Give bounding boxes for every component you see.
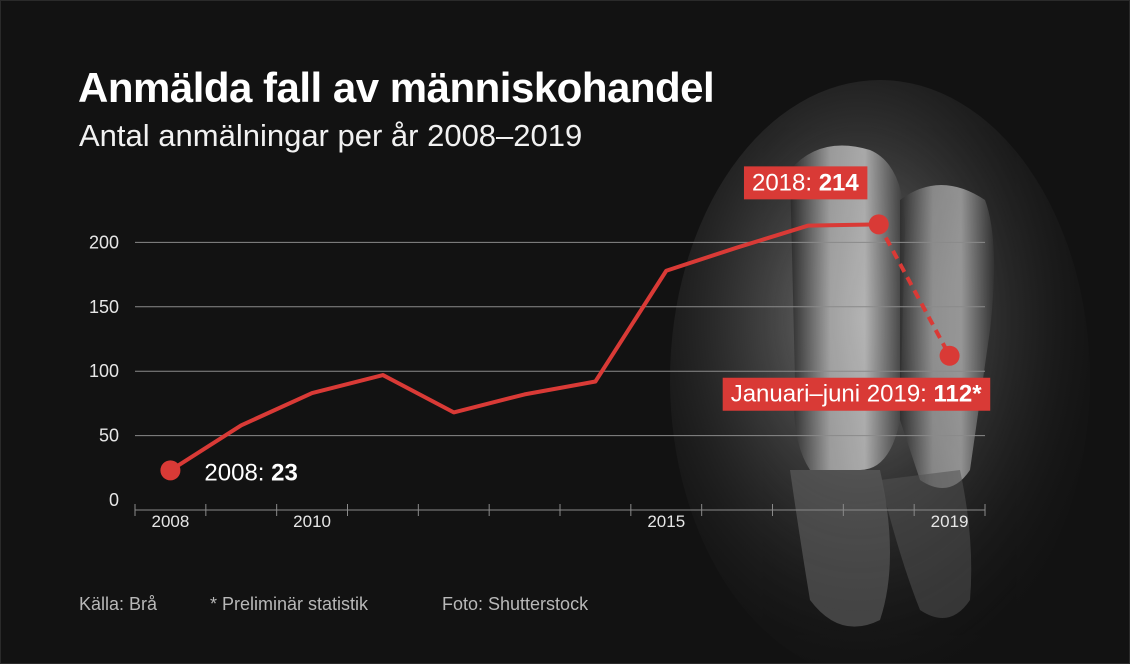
highlight-marker-2018 (868, 214, 889, 235)
preliminary-note: * Preliminär statistik (210, 594, 369, 614)
annotation-value-2018: 214 (819, 169, 860, 196)
annotation-2018: 2018: 214 (743, 166, 868, 200)
source-note: Källa: Brå (79, 594, 158, 614)
y-axis: 0 50 100 150 200 (89, 232, 119, 510)
annotation-prefix-2018: 2018: (752, 169, 819, 196)
annotations: 2008: 23 2018: 214 Januari–juni 2019: 112* (160, 166, 991, 486)
annotation-label-2018: 2018: 214 (752, 169, 859, 196)
background-photo (670, 80, 1090, 664)
annotation-2008: 2008: 23 (204, 459, 297, 486)
y-tick-label-100: 100 (89, 361, 119, 381)
annotation-box-2019 (722, 377, 991, 411)
chart-subtitle: Antal anmälningar per år 2008–2019 (79, 118, 583, 153)
annotation-prefix-2019: Januari–juni 2019: (731, 381, 934, 408)
x-tick-label-2010: 2010 (293, 512, 331, 531)
photo-credit: Foto: Shutterstock (442, 594, 589, 614)
annotation-prefix-2008: 2008: (204, 459, 271, 486)
highlight-marker-2019 (939, 345, 960, 366)
chart-title: Anmälda fall av människohandel (78, 64, 715, 111)
y-tick-label-0: 0 (109, 490, 119, 510)
y-tick-label-50: 50 (99, 426, 119, 446)
x-axis: 2008 2010 2015 2019 (134, 504, 986, 531)
annotation-2019: Januari–juni 2019: 112* (722, 377, 991, 411)
y-tick-label-150: 150 (89, 297, 119, 317)
highlight-marker-2008 (160, 460, 181, 481)
series-line-dashed (876, 223, 952, 357)
x-tick-label-2015: 2015 (647, 512, 685, 531)
grid-lines (135, 241, 985, 437)
annotation-value-2019: 112* (934, 381, 983, 408)
annotation-label-2008: 2008: 23 (204, 459, 297, 486)
annotation-box-2018 (743, 166, 868, 200)
annotation-label-2019: Januari–juni 2019: 112* (731, 381, 983, 408)
y-tick-label-200: 200 (89, 232, 119, 252)
x-tick-label-2019: 2019 (931, 512, 969, 531)
annotation-value-2008: 23 (271, 459, 298, 486)
x-tick-label-2008: 2008 (152, 512, 190, 531)
